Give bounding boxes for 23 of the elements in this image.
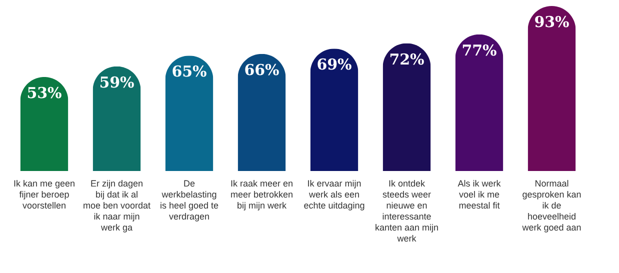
data-label: 59% [99, 73, 134, 92]
bar [165, 56, 214, 171]
data-label: 72% [389, 50, 424, 68]
bar [238, 54, 286, 171]
bar [455, 34, 504, 171]
x-tick-label: Normaal gesproken kan ik de hoeveelheid werk goed aan [521, 178, 582, 232]
x-tick-label: Ik ontdek steeds weer nieuwe en interessante kanten aan mijn werk [374, 178, 439, 244]
bar [382, 43, 431, 171]
bar [310, 48, 358, 171]
x-tick-label: De werkbelasting is heel goed te verdragen [160, 178, 219, 222]
x-tick-label: Ik raak meer en meer betrokken bij mijn werk [230, 178, 294, 210]
data-label: 77% [462, 41, 497, 60]
data-label: 65% [172, 62, 207, 81]
data-label: 66% [244, 60, 280, 79]
data-label: 93% [534, 13, 570, 31]
x-tick-label: Ik ervaar mijn werk als een echte uitdaging [304, 178, 365, 210]
bar [92, 66, 141, 171]
bar [528, 6, 576, 171]
x-tick-label: Ik kan me geen fijner beroep voorstellen [13, 178, 76, 210]
x-tick-label: Als ik werk voel ik me meestal fit [458, 178, 502, 210]
data-label: 69% [316, 56, 352, 74]
x-tick-label: Er zijn dagen bij dat ik al moe ben voordat ik naar mijn werk ga [82, 178, 152, 232]
data-label: 53% [26, 84, 62, 102]
